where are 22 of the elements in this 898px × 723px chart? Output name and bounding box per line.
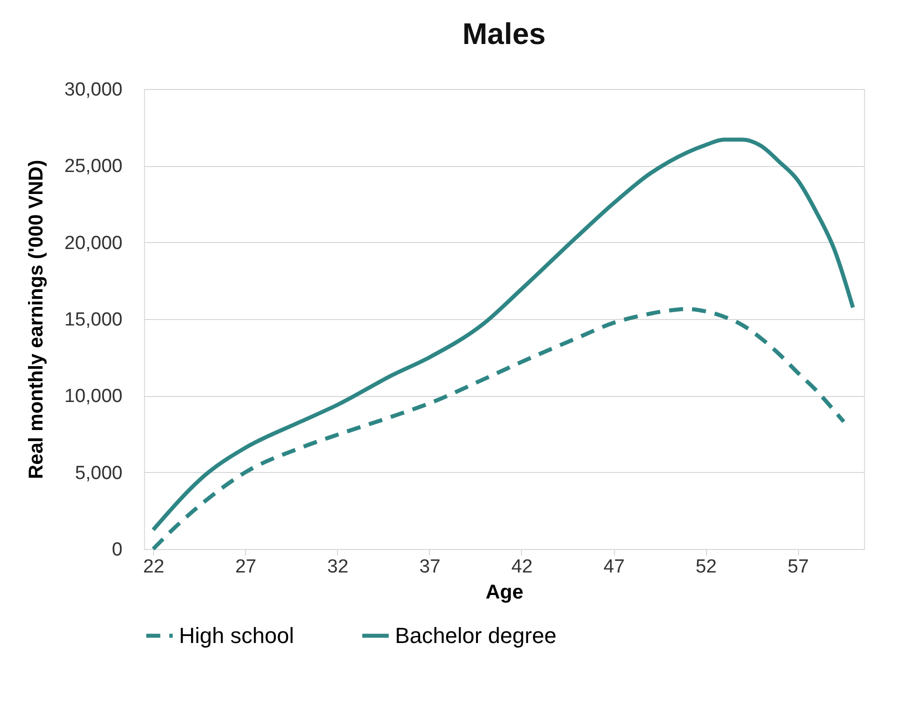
x-tick-label: 42	[511, 556, 533, 578]
x-tick-label: 32	[327, 556, 348, 578]
line-series	[151, 138, 855, 532]
x-tick-label: 27	[235, 556, 256, 578]
y-tick-label: 10,000	[64, 386, 122, 408]
y-tick-label: 5,000	[74, 462, 122, 484]
x-tick-label: 37	[419, 556, 440, 578]
x-tick-label: 47	[603, 556, 625, 578]
y-axis-title: Real monthly earnings ('000 VND)	[25, 160, 48, 480]
y-tick-label: 30,000	[64, 80, 122, 100]
chart-title: Males	[462, 18, 546, 51]
x-tick-label: 57	[788, 556, 809, 578]
y-tick-label: 15,000	[64, 310, 122, 330]
y-tick-label: 20,000	[64, 232, 122, 254]
y-tick-label: 25,000	[64, 156, 122, 178]
x-tick-label: 52	[696, 556, 717, 578]
line-series	[151, 307, 846, 551]
x-tick-label: 22	[143, 556, 164, 578]
x-axis-title: Age	[486, 582, 524, 604]
y-tick-label: 0	[112, 540, 122, 560]
legend-label: High school	[179, 622, 294, 648]
legend-label: Bachelor degree	[395, 622, 556, 648]
